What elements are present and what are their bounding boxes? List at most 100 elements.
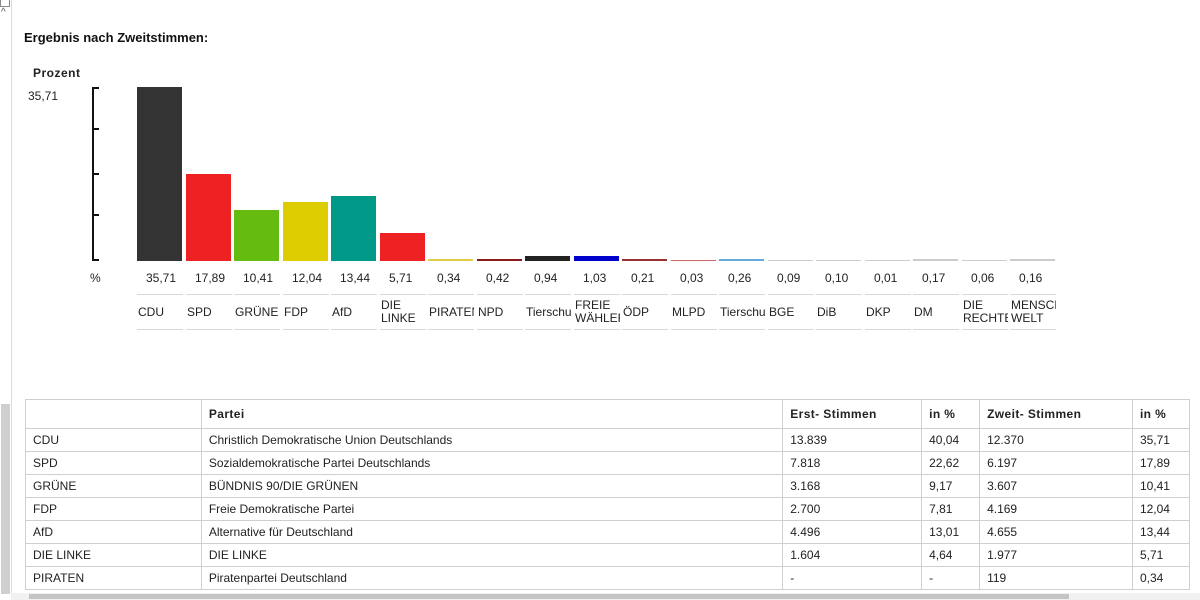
table-cell: 4,64 — [921, 543, 981, 567]
bar-category-label: Tierschutzallianz — [719, 294, 765, 330]
bar-npd — [477, 259, 522, 261]
bar-category-label: DIE LINKE — [380, 294, 426, 330]
bar-category-label: AfD — [331, 294, 377, 330]
bar-value-label: 1,03 — [583, 271, 607, 285]
table-row: GRÜNE BÜNDNIS 90/DIE GRÜNEN 3.168 9,17 3.607… — [25, 474, 1191, 498]
bar-category-label: GRÜNE — [234, 294, 280, 330]
table-cell: 3.168 — [782, 474, 923, 498]
bar-fdp — [283, 202, 328, 261]
table-header-cell: in % — [1131, 399, 1191, 429]
bar-value-label: 10,41 — [243, 271, 274, 285]
table-cell: DIE LINKE — [200, 543, 784, 567]
bar-value-label: 0,17 — [922, 271, 946, 285]
table-cell: 40,04 — [921, 428, 981, 452]
table-cell: BÜNDNIS 90/DIE GRÜNEN — [200, 474, 784, 498]
bar-value-label: 0,34 — [437, 271, 461, 285]
bar-dib — [816, 260, 861, 261]
bar-category-label: DM — [913, 294, 959, 330]
table-row: AfD Alternative für Deutschland 4.496 13,01… — [25, 520, 1191, 544]
bar-value-label: 0,01 — [874, 271, 898, 285]
table-cell: 13.839 — [782, 428, 923, 452]
bar-value-label: 35,71 — [146, 271, 177, 285]
bar-bge — [768, 260, 813, 261]
table-row: FDP Freie Demokratische Partei 2.700 7,81 4.… — [25, 497, 1191, 521]
table-header-cell — [25, 399, 202, 429]
horizontal-scrollbar[interactable] — [11, 593, 1200, 600]
bar-value-label: 0,03 — [680, 271, 704, 285]
table-cell: 7,81 — [921, 497, 981, 521]
table-cell: 10,41 — [1131, 474, 1191, 498]
y-axis-line — [92, 87, 98, 261]
table-header-cell: Partei — [200, 399, 784, 429]
table-body: CDU Christlich Demokratische Union Deutsc… — [25, 428, 1191, 590]
table-cell: 1.604 — [782, 543, 923, 567]
y-axis-tick — [94, 259, 99, 261]
table-header-cell: Zweit- Stimmen — [979, 399, 1133, 429]
table-row: DIE LINKE DIE LINKE 1.604 4,64 1.977 5,71 — [25, 543, 1191, 567]
table-cell: 22,62 — [921, 451, 981, 475]
table-header-cell: Erst- Stimmen — [782, 399, 923, 429]
table-cell: 6.197 — [979, 451, 1133, 475]
bar-cdu — [137, 87, 182, 261]
table-cell: DIE LINKE — [25, 543, 202, 567]
horizontal-scrollbar-thumb[interactable] — [29, 594, 1069, 599]
bar-category-label: SPD — [186, 294, 232, 330]
table-cell: 3.607 — [979, 474, 1133, 498]
bar-value-label: 0,26 — [728, 271, 752, 285]
bar-die-linke — [380, 233, 425, 261]
bar-value-label: 0,94 — [534, 271, 558, 285]
table-cell: GRÜNE — [25, 474, 202, 498]
bar-value-label: 12,04 — [292, 271, 323, 285]
bar-category-label: MENSCHLICHE WELT — [1010, 294, 1056, 330]
bar-value-label: 0,10 — [825, 271, 849, 285]
bar-dkp — [865, 260, 910, 261]
y-axis-label: Prozent — [33, 66, 81, 80]
table-row: CDU Christlich Demokratische Union Deutsc… — [25, 428, 1191, 452]
table-row: SPD Sozialdemokratische Partei Deutschlan… — [25, 451, 1191, 475]
table-cell: PIRATEN — [25, 566, 202, 590]
bar-ödp — [622, 259, 667, 261]
table-header-cell: in % — [921, 399, 981, 429]
page-heading: Ergebnis nach Zweitstimmen: — [24, 30, 209, 45]
bar-value-label: 0,42 — [486, 271, 510, 285]
bar-category-label: ÖDP — [622, 294, 668, 330]
bar-category-label: DIE RECHTE — [962, 294, 1008, 330]
bar-category-label: PIRATEN — [428, 294, 474, 330]
bar-chart: 35,71 CDU 17,89 SPD 10,41 GRÜNE 12,04 FDP 13,44 A… — [137, 87, 1056, 330]
bar-dm — [913, 259, 958, 261]
scrollbar-corner — [0, 0, 10, 7]
table-cell: 12,04 — [1131, 497, 1191, 521]
results-table: Partei Erst- Stimmen in % Zweit- Stimmen in … — [25, 399, 1191, 590]
bar-category-label: NPD — [477, 294, 523, 330]
bar-category-label: DKP — [865, 294, 911, 330]
bar-category-label: Tierschutzpartei — [525, 294, 571, 330]
bar-value-label: 17,89 — [195, 271, 226, 285]
bar-tierschutzpartei — [525, 256, 570, 261]
bar-value-label: 0,06 — [971, 271, 995, 285]
table-cell: Alternative für Deutschland — [200, 520, 784, 544]
table-cell: 119 — [979, 566, 1133, 590]
table-cell: 13,44 — [1131, 520, 1191, 544]
table-header-row: Partei Erst- Stimmen in % Zweit- Stimmen in … — [25, 399, 1191, 429]
table-cell: Christlich Demokratische Union Deutschla… — [200, 428, 784, 452]
vertical-scrollbar[interactable]: ^ — [0, 0, 12, 600]
scroll-up-icon[interactable]: ^ — [1, 7, 6, 18]
table-cell: Sozialdemokratische Partei Deutschlands — [200, 451, 784, 475]
y-axis-tick — [94, 214, 99, 216]
table-cell: 4.169 — [979, 497, 1133, 521]
bar-afd — [331, 196, 376, 261]
bar-spd — [186, 174, 231, 261]
table-cell: 13,01 — [921, 520, 981, 544]
bar-freie-wähler — [574, 256, 619, 261]
bar-die-rechte — [962, 260, 1007, 261]
table-cell: 0,34 — [1131, 566, 1191, 590]
bar-value-label: 0,09 — [777, 271, 801, 285]
bar-value-label: 0,16 — [1019, 271, 1043, 285]
table-cell: CDU — [25, 428, 202, 452]
bar-category-label: DiB — [816, 294, 862, 330]
bar-value-label: 5,71 — [389, 271, 413, 285]
table-cell: 4.655 — [979, 520, 1133, 544]
vertical-scrollbar-thumb[interactable] — [1, 404, 10, 594]
y-axis-tick — [94, 87, 99, 89]
bar-piraten — [428, 259, 473, 261]
